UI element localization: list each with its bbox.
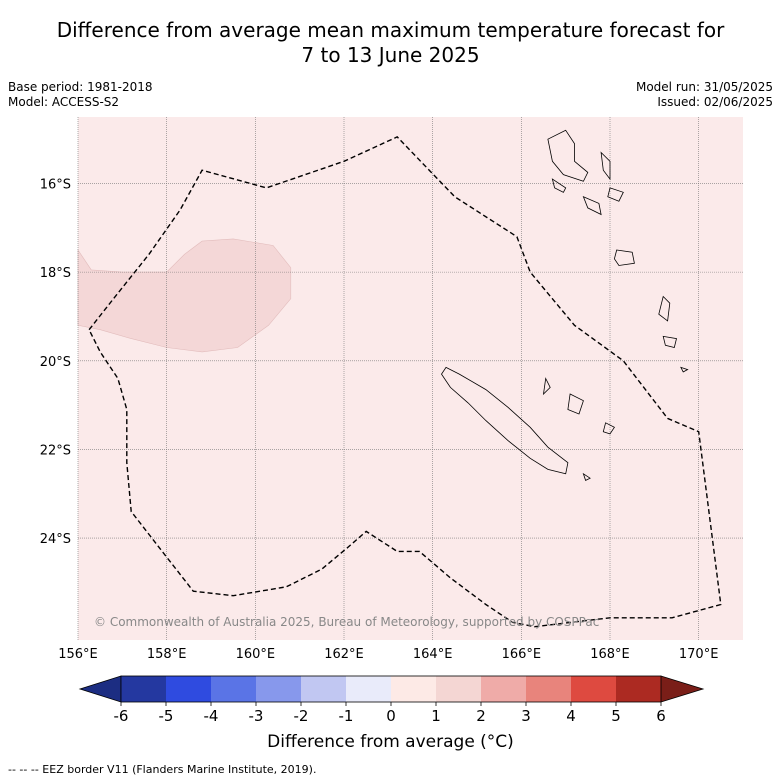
island-outline: [542, 377, 551, 396]
model-run-text: Model run: 31/05/2025: [635, 80, 773, 94]
colorbar-swatch: [346, 676, 392, 702]
colorbar-swatch: [256, 676, 302, 702]
colorbar-extend-low: [78, 675, 122, 703]
eez-footer-note: -- -- -- EEZ border V11 (Flanders Marine…: [8, 763, 317, 776]
island-outline: [602, 422, 615, 435]
colorbar-swatch: [211, 676, 257, 702]
x-tick-label: 156°E: [58, 647, 98, 662]
colorbar-tick-label: 3: [521, 707, 531, 725]
colorbar: -6 -5 -4 -3 -2 -1 0 1 2 3 4 5 6: [78, 675, 705, 725]
map-title-line2: 7 to 13 June 2025: [301, 43, 480, 67]
colorbar-tick-label: 1: [431, 707, 441, 725]
island-outline: [613, 249, 635, 266]
colorbar-tick-label: -2: [294, 707, 309, 725]
island-outline: [441, 366, 569, 475]
island-outline: [547, 129, 589, 182]
colorbar-tick-label: -6: [114, 707, 129, 725]
y-tick-label: 16°S: [40, 177, 71, 192]
x-tick-label: 158°E: [147, 647, 187, 662]
colorbar-tick-label: 0: [386, 707, 396, 725]
map-background: [78, 117, 743, 640]
colorbar-extend-high: [660, 675, 705, 703]
colorbar-swatch: [526, 676, 572, 702]
colorbar-swatch: [121, 676, 167, 702]
copyright-text: © Commonwealth of Australia 2025, Bureau…: [94, 615, 599, 629]
colorbar-swatch: [616, 676, 662, 702]
y-tick-label: 20°S: [40, 355, 71, 370]
base-period-text: Base period: 1981-2018: [8, 80, 153, 94]
island-outline: [582, 196, 602, 216]
y-tick-label: 22°S: [40, 443, 71, 458]
meta-left: Base period: 1981-2018 Model: ACCESS-S2: [8, 80, 153, 110]
gridlines: [77, 117, 743, 640]
x-tick-label: 168°E: [590, 647, 630, 662]
x-tick-label: 170°E: [679, 647, 719, 662]
colorbar-label: Difference from average (°C): [267, 732, 514, 752]
x-tick-label: 164°E: [413, 647, 453, 662]
map-title-line1: Difference from average mean maximum tem…: [56, 18, 725, 42]
colorbar-swatch: [436, 676, 482, 702]
colorbar-swatch: [481, 676, 527, 702]
colorbar-tick-label: 5: [611, 707, 621, 725]
x-tick-label: 160°E: [236, 647, 276, 662]
colorbar-swatch: [571, 676, 617, 702]
map-title: Difference from average mean maximum tem…: [0, 18, 781, 68]
island-outline: [607, 187, 624, 202]
x-tick-labels: 156°E 158°E 160°E 162°E 164°E 166°E 168°E 170°E: [58, 647, 718, 662]
colorbar-tick-label: 4: [566, 707, 576, 725]
y-tick-labels: 16°S 18°S 20°S 22°S 24°S: [40, 177, 71, 547]
island-outline: [582, 472, 591, 481]
colorbar-swatch: [301, 676, 347, 702]
coastlines: [441, 129, 689, 481]
y-tick-label: 24°S: [40, 532, 71, 547]
colorbar-tick-label: -1: [339, 707, 354, 725]
anomaly-layer: [77, 238, 292, 353]
issued-text: Issued: 02/06/2025: [657, 95, 773, 109]
island-outline: [662, 335, 677, 348]
y-tick-label: 18°S: [40, 266, 71, 281]
island-outline: [600, 151, 611, 181]
eez-border-line: [88, 136, 722, 628]
island-outline: [658, 295, 671, 322]
colorbar-tick-label: -3: [249, 707, 264, 725]
island-outline: [551, 178, 567, 193]
colorbar-tick-label: 2: [476, 707, 486, 725]
colorbar-swatch: [166, 676, 212, 702]
colorbar-tick-label: -4: [204, 707, 219, 725]
colorbar-tick-label: 6: [656, 707, 666, 725]
meta-right: Model run: 31/05/2025 Issued: 02/06/2025: [636, 80, 773, 110]
model-text: Model: ACCESS-S2: [8, 95, 120, 109]
island-outline: [680, 366, 689, 373]
eez-border: [88, 136, 722, 628]
colorbar-tick-label: -5: [159, 707, 174, 725]
island-outline: [567, 393, 584, 415]
x-tick-label: 166°E: [502, 647, 542, 662]
anomaly-region: [77, 238, 292, 353]
x-tick-label: 162°E: [324, 647, 364, 662]
colorbar-swatch: [391, 676, 437, 702]
